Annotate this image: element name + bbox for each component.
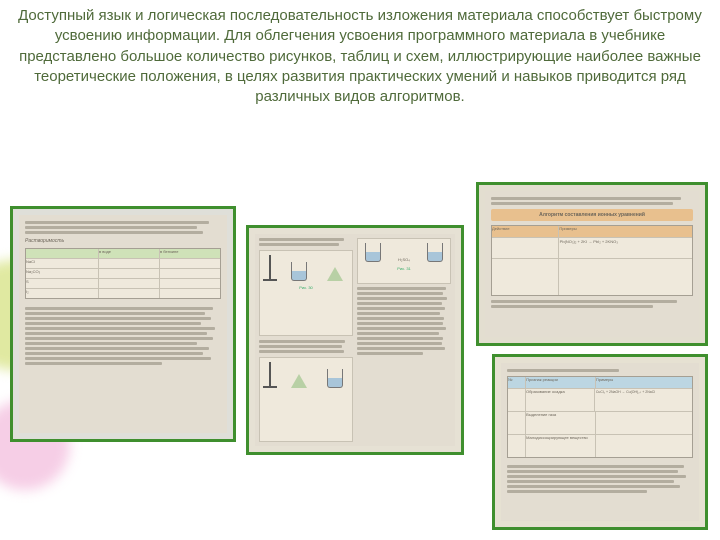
row-label: Выделение газа	[526, 412, 596, 434]
figure-box	[259, 357, 353, 443]
flask-icon	[327, 267, 343, 281]
table-corner	[26, 249, 99, 258]
paragraph-lines	[357, 287, 451, 355]
example-equation: CuCl₂ + 2NaOH → Cu(OH)₂↓ + 2NaCl	[595, 389, 692, 411]
paragraph-lines	[259, 238, 353, 246]
table-caption: Растворимость	[25, 238, 221, 244]
paragraph-lines	[25, 221, 221, 234]
row-label: NaCl	[26, 259, 99, 268]
paragraph-lines	[491, 197, 693, 205]
paragraph-lines	[507, 369, 693, 372]
textbook-photo-ionic-algorithm: Алгоритм составления ионных уравнений Де…	[476, 182, 708, 346]
col-header: в воде	[99, 249, 160, 258]
col-header: Действие	[492, 226, 559, 237]
figure-box: Рис. 30	[259, 250, 353, 336]
solubility-table: в воде в бензине NaCl Na₂CO₃ S I₂	[25, 248, 221, 299]
row-label: Образование осадка	[526, 389, 595, 411]
paragraph-lines	[507, 465, 693, 493]
beaker-icon	[327, 369, 343, 388]
stand-icon	[269, 255, 271, 281]
formula-label: H₂SO₄	[398, 257, 410, 262]
beaker-icon	[365, 243, 381, 262]
algorithm-banner: Алгоритм составления ионных уравнений	[491, 209, 693, 221]
textbook-photo-apparatus: Рис. 30 H₂SO₄ Рис. 31	[246, 225, 464, 455]
beaker-icon	[291, 262, 307, 281]
col-header: Признак реакции	[526, 377, 596, 388]
col-header: Примеры	[596, 377, 692, 388]
reactions-table: № Признак реакции Примеры Образование ос…	[507, 376, 693, 458]
figure-label: Рис. 30	[260, 285, 352, 290]
figure-label: Рис. 31	[358, 266, 450, 271]
slide-body-text: Доступный язык и логическая последовател…	[16, 6, 704, 107]
stand-icon	[269, 362, 271, 388]
row-label: I₂	[26, 289, 99, 298]
example-equation: Pb(NO₃)₂ + 2KI → PbI₂ + 2KNO₃	[559, 238, 692, 258]
col-header: Примеры	[559, 226, 692, 237]
flask-icon	[291, 374, 307, 388]
textbook-photo-solubility-table: Растворимость в воде в бензине NaCl Na₂C…	[10, 206, 236, 442]
col-header: №	[508, 377, 526, 388]
paragraph-lines	[259, 340, 353, 353]
paragraph-lines	[25, 307, 221, 365]
paragraph-lines	[491, 300, 693, 308]
row-label: Малодиссоциирующее вещество	[526, 435, 596, 457]
algorithm-table: Действие Примеры Pb(NO₃)₂ + 2KI → PbI₂ +…	[491, 225, 693, 296]
textbook-photo-exchange-reactions: № Признак реакции Примеры Образование ос…	[492, 354, 708, 530]
col-header: в бензине	[160, 249, 220, 258]
figure-box: H₂SO₄ Рис. 31	[357, 238, 451, 284]
beaker-icon	[427, 243, 443, 262]
row-label: Na₂CO₃	[26, 269, 99, 278]
row-label: S	[26, 279, 99, 288]
